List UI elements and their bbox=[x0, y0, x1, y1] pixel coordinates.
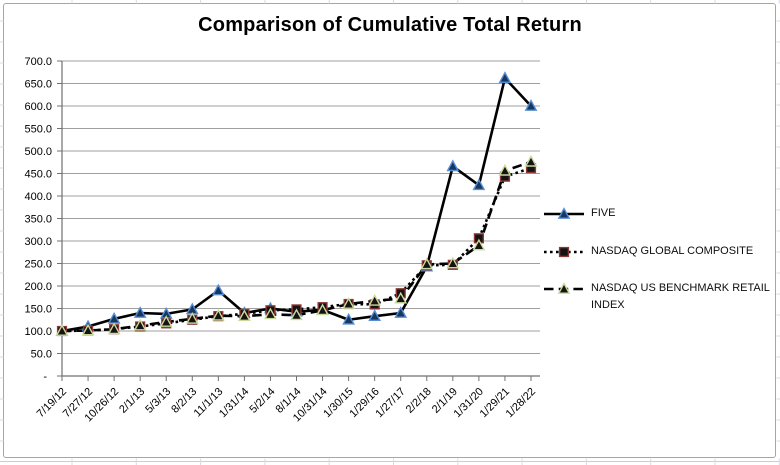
x-tick-label: 2/1/13 bbox=[117, 386, 147, 416]
y-tick-label: 100.0 bbox=[24, 326, 52, 338]
triangle-marker-icon bbox=[498, 71, 512, 83]
x-tick-label: 5/3/13 bbox=[143, 386, 173, 416]
triangle-marker-icon bbox=[446, 159, 460, 172]
series-five[interactable] bbox=[61, 76, 532, 333]
x-tick-label: 1/31/14 bbox=[217, 386, 251, 420]
series-markers-2 bbox=[55, 154, 538, 336]
y-tick-label: 500.0 bbox=[24, 146, 52, 158]
y-tick-label: 350.0 bbox=[24, 214, 52, 226]
triangle-marker-icon bbox=[420, 257, 434, 270]
chart-title: Comparison of Cumulative Total Return bbox=[198, 14, 582, 36]
triangle-marker-icon bbox=[368, 309, 382, 322]
legend-label: NASDAQ US BENCHMARK RETAIL INDEX bbox=[591, 282, 770, 311]
legend-nasdaq-us-benchmark-retail-index-line-icon bbox=[544, 282, 584, 294]
triangle-marker-icon bbox=[498, 163, 512, 176]
triangle-marker-icon bbox=[159, 315, 173, 327]
triangle-marker-icon bbox=[211, 283, 225, 296]
triangle-marker-icon bbox=[133, 306, 147, 318]
y-tick-label: - bbox=[43, 371, 47, 383]
legend-item-five[interactable]: FIVE bbox=[544, 205, 776, 222]
y-tick-label: 50.0 bbox=[31, 349, 52, 361]
legend-five-line-icon bbox=[544, 207, 584, 219]
x-tick-label: 5/2/14 bbox=[247, 386, 277, 416]
series-line bbox=[61, 76, 532, 333]
y-tick-label: 700.0 bbox=[24, 56, 52, 68]
triangle-marker-icon bbox=[290, 308, 303, 321]
y-tick-label: 200.0 bbox=[24, 281, 52, 293]
y-axis: - 50.0 100.0 150.0 200.0 250.0 300.0 350.0 400.0… bbox=[24, 56, 62, 383]
triangle-marker-icon bbox=[472, 178, 486, 191]
y-tick-label: 650.0 bbox=[24, 79, 52, 91]
triangle-marker-icon bbox=[264, 307, 277, 320]
legend-nasdaq-global-composite-line-icon bbox=[544, 246, 584, 258]
triangle-marker-icon bbox=[316, 303, 329, 316]
legend-item-nasdaq-us-benchmark-retail-index[interactable]: NASDAQ US BENCHMARK RETAIL INDEX bbox=[544, 280, 776, 313]
triangle-marker-icon bbox=[81, 323, 95, 336]
legend-label: FIVE bbox=[591, 207, 616, 219]
legend-label: NASDAQ GLOBAL COMPOSITE bbox=[591, 245, 754, 257]
x-tick-label: 1/27/17 bbox=[373, 386, 407, 420]
y-tick-label: 400.0 bbox=[24, 191, 52, 203]
triangle-marker-icon bbox=[133, 318, 147, 331]
y-tick-label: 550.0 bbox=[24, 124, 52, 136]
x-tick-label: 1/28/22 bbox=[504, 386, 538, 420]
triangle-marker-icon bbox=[394, 291, 408, 304]
y-tick-label: 450.0 bbox=[24, 169, 52, 181]
triangle-marker-icon bbox=[524, 154, 538, 167]
y-tick-label: 250.0 bbox=[24, 259, 52, 271]
y-tick-label: 150.0 bbox=[24, 304, 52, 316]
x-tick-label: 2/2/18 bbox=[404, 386, 434, 416]
y-tick-label: 600.0 bbox=[24, 101, 52, 113]
triangle-marker-icon bbox=[107, 322, 121, 335]
triangle-marker-icon bbox=[394, 306, 408, 318]
x-axis: 7/19/127/27/1210/26/122/1/135/3/138/2/13… bbox=[35, 376, 538, 424]
triangle-marker-icon bbox=[524, 99, 538, 111]
triangle-marker-icon bbox=[238, 309, 251, 322]
triangle-marker-icon bbox=[342, 297, 355, 309]
legend-item-nasdaq-global-composite[interactable]: NASDAQ GLOBAL COMPOSITE bbox=[544, 243, 776, 260]
triangle-marker-icon bbox=[446, 256, 460, 269]
triangle-marker-icon bbox=[211, 308, 225, 321]
chart-frame[interactable] bbox=[3, 3, 776, 458]
y-tick-label: 300.0 bbox=[24, 236, 52, 248]
triangle-marker-icon bbox=[55, 324, 69, 336]
triangle-marker-icon bbox=[472, 238, 486, 251]
triangle-marker-icon bbox=[368, 293, 382, 306]
series-markers-0 bbox=[55, 71, 538, 336]
triangle-marker-icon bbox=[185, 311, 199, 324]
triangle-marker-icon bbox=[342, 312, 355, 325]
